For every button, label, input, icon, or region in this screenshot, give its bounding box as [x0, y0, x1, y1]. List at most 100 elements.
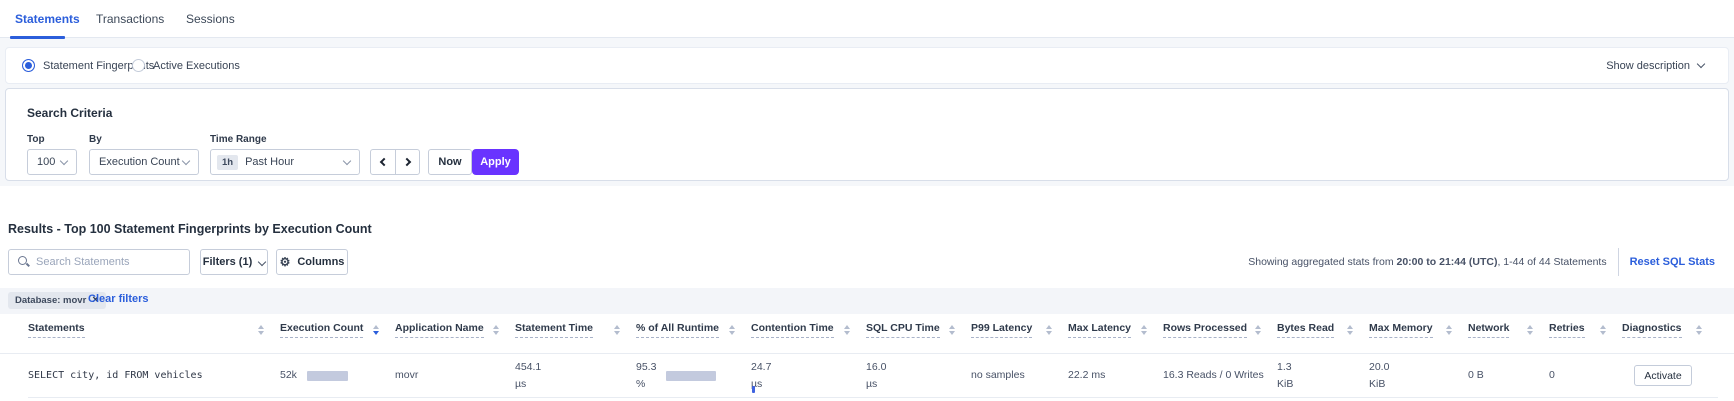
chevron-left-icon — [379, 157, 389, 167]
columns-button-label: Columns — [297, 256, 345, 268]
column-header-sql-cpu-time[interactable]: SQL CPU Time — [866, 322, 971, 338]
search-statements-input[interactable] — [36, 256, 189, 268]
radio-unselected-icon — [132, 59, 145, 72]
chevron-down-icon — [181, 156, 191, 165]
results-heading: Results - Top 100 Statement Fingerprints… — [8, 222, 372, 236]
sort-icon[interactable] — [1255, 325, 1261, 335]
column-header-diagnostics[interactable]: Diagnostics — [1622, 322, 1718, 338]
search-icon — [18, 256, 30, 268]
filter-chip-label: Database: movr — [15, 295, 87, 306]
top-select[interactable]: 100 — [27, 149, 77, 175]
cell-execution-count: 52k — [280, 367, 395, 384]
sort-icon[interactable] — [1046, 325, 1052, 335]
column-header-bytes-read[interactable]: Bytes Read — [1277, 322, 1369, 338]
reset-sql-stats-link[interactable]: Reset SQL Stats — [1629, 256, 1715, 268]
radio-active-executions[interactable]: Active Executions — [132, 48, 240, 83]
next-time-button[interactable] — [395, 150, 419, 174]
cell-p99-latency: no samples — [971, 369, 1025, 381]
sort-icon[interactable] — [1347, 325, 1353, 335]
remove-filter-icon[interactable]: × — [92, 294, 99, 306]
sort-icon[interactable] — [1600, 325, 1606, 335]
sort-icon[interactable] — [949, 325, 955, 335]
column-header-max-latency[interactable]: Max Latency — [1068, 322, 1163, 338]
activate-diagnostics-button[interactable]: Activate — [1634, 365, 1692, 386]
top-select-value: 100 — [37, 156, 56, 168]
previous-time-button[interactable] — [371, 150, 395, 174]
column-header-statements[interactable]: Statements — [28, 322, 280, 338]
column-header-rows-processed[interactable]: Rows Processed — [1163, 322, 1277, 338]
chevron-down-icon — [1696, 59, 1706, 69]
column-header-label: Statement Time — [515, 322, 593, 338]
column-header-retries[interactable]: Retries — [1549, 322, 1622, 338]
radio-selected-icon — [22, 59, 35, 72]
chevron-down-icon — [258, 257, 267, 267]
column-header-of-all-runtime[interactable]: % of All Runtime — [636, 322, 751, 338]
apply-button[interactable]: Apply — [472, 149, 519, 175]
sort-icon[interactable] — [729, 325, 735, 335]
sort-icon[interactable] — [493, 325, 499, 335]
filters-button[interactable]: Filters (1) — [200, 249, 268, 275]
radio-statement-fingerprints[interactable]: Statement Fingerprints — [22, 48, 154, 83]
filters-button-label: Filters (1) — [202, 256, 253, 268]
sort-icon[interactable] — [1446, 325, 1452, 335]
column-header-label: Max Memory — [1369, 322, 1433, 338]
top-tab-bar: Statements Transactions Sessions — [0, 0, 1734, 39]
show-description-label: Show description — [1606, 59, 1690, 72]
cell-sql-cpu-time: 16.0 µs — [866, 360, 887, 390]
table-header-row: Statements Execution Count Application Nam… — [28, 322, 1718, 338]
value-bar — [666, 370, 717, 381]
chevron-down-icon — [59, 156, 69, 165]
cell-bytes-read: 1.3 KiB — [1277, 360, 1294, 390]
search-criteria-card: Search Criteria Top By Time Range 100 Ex… — [5, 88, 1729, 181]
sort-icon[interactable] — [1696, 325, 1702, 335]
sort-icon[interactable] — [1141, 325, 1147, 335]
search-statements-box — [8, 249, 190, 275]
statement-fingerprint-text[interactable]: SELECT city, id FROM vehicles — [28, 370, 203, 381]
sort-icon[interactable] — [1527, 325, 1533, 335]
table-row[interactable]: SELECT city, id FROM vehicles 52k movr 454.… — [28, 354, 1718, 398]
column-header-label: Application Name — [395, 322, 484, 338]
column-header-label: SQL CPU Time — [866, 322, 940, 338]
clear-filters-link[interactable]: Clear filters — [88, 293, 149, 305]
cell-of-all-runtime: 95.3% — [636, 359, 751, 393]
column-header-contention-time[interactable]: Contention Time — [751, 322, 866, 338]
tab-transactions[interactable]: Transactions — [96, 12, 165, 26]
now-button[interactable]: Now — [428, 149, 472, 175]
value-bar — [306, 370, 348, 381]
cell-network: 0 B — [1468, 369, 1484, 381]
by-select[interactable]: Execution Count — [89, 149, 199, 175]
time-step-buttons — [370, 149, 420, 175]
cell-retries: 0 — [1549, 369, 1555, 381]
applied-filters-band: Database: movr × Clear filters — [0, 288, 1734, 314]
cell-statement-time: 454.1 µs — [515, 360, 542, 390]
column-header-network[interactable]: Network — [1468, 322, 1549, 338]
cell-contention-time: 24.7 µs — [751, 360, 772, 390]
column-header-p99-latency[interactable]: P99 Latency — [971, 322, 1068, 338]
statements-table: Statements Execution Count Application Nam… — [0, 314, 1734, 401]
column-header-statement-time[interactable]: Statement Time — [515, 322, 636, 338]
tab-sessions[interactable]: Sessions — [186, 12, 235, 26]
cell-diagnostics: Activate — [1622, 365, 1718, 386]
chevron-down-icon — [342, 156, 352, 165]
column-header-max-memory[interactable]: Max Memory — [1369, 322, 1468, 338]
column-header-label: Rows Processed — [1163, 322, 1248, 338]
columns-button[interactable]: ⚙ Columns — [276, 249, 348, 275]
table-header-separator — [0, 353, 1734, 354]
active-tab-underline — [10, 36, 65, 39]
column-header-execution-count[interactable]: Execution Count — [280, 322, 395, 338]
show-description-toggle[interactable]: Show description — [1606, 48, 1706, 83]
tab-statements[interactable]: Statements — [15, 12, 80, 26]
sort-icon[interactable] — [614, 325, 620, 335]
sort-icon[interactable] — [373, 325, 379, 335]
cell-rows-processed: 16.3 Reads / 0 Writes — [1163, 369, 1264, 381]
column-header-label: P99 Latency — [971, 322, 1033, 338]
time-range-select[interactable]: 1h Past Hour — [210, 149, 360, 175]
cell-statements[interactable]: SELECT city, id FROM vehicles — [28, 367, 280, 384]
time-range-field-label: Time Range — [210, 134, 267, 145]
column-header-application-name[interactable]: Application Name — [395, 322, 515, 338]
sort-icon[interactable] — [844, 325, 850, 335]
sort-icon[interactable] — [258, 325, 264, 335]
vertical-divider — [1617, 248, 1619, 276]
top-field-label: Top — [27, 134, 45, 145]
search-criteria-title: Search Criteria — [27, 106, 113, 120]
